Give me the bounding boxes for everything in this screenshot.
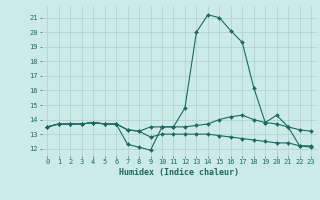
X-axis label: Humidex (Indice chaleur): Humidex (Indice chaleur) <box>119 168 239 177</box>
